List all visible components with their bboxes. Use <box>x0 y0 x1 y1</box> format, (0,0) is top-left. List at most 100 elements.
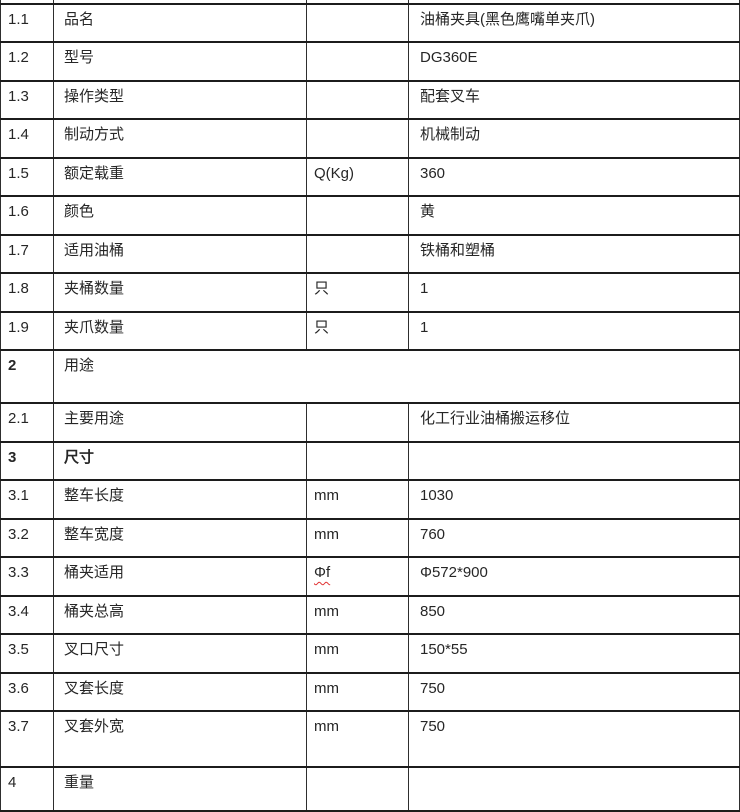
cell-item-label: 整车宽度 <box>53 517 307 558</box>
cell-row-number: 1.4 <box>0 118 54 159</box>
table-row: 1.7 适用油桶 铁桶和塑桶 <box>0 233 740 274</box>
table-row: 1.5 额定载重 Q(Kg) 360 <box>0 156 740 197</box>
cell-row-number: 3.4 <box>0 594 54 635</box>
cell-unit: 只 <box>306 272 409 313</box>
cell-value: 铁桶和塑桶 <box>408 233 740 274</box>
cell-row-number: 3.6 <box>0 671 54 712</box>
cell-row-number: 2 <box>0 349 54 404</box>
cell-item-label: 夹桶数量 <box>53 272 307 313</box>
cell-item-label: 桶夹总高 <box>53 594 307 635</box>
cell-item-label: 制动方式 <box>53 118 307 159</box>
cell-value: 机械制动 <box>408 118 740 159</box>
table-row: 1.1 品名 油桶夹具(黑色鹰嘴单夹爪) <box>0 2 740 43</box>
cell-unit: Q(Kg) <box>306 156 409 197</box>
table-row: 1.8 夹桶数量只 1 <box>0 272 740 313</box>
cell-value: 1 <box>408 272 740 313</box>
cell-item-label: 操作类型 <box>53 79 307 120</box>
table-row: 3.5 叉口尺寸 mm 150*55 <box>0 633 740 674</box>
cell-unit: mm <box>306 594 409 635</box>
cell-row-number: 3.5 <box>0 633 54 674</box>
cell-unit: mm <box>306 710 409 768</box>
table-row: 3.2 整车宽度 mm 760 <box>0 517 740 558</box>
table-row: 3.3 桶夹适用 Φf Φ572*900 <box>0 556 740 597</box>
table-row: 1.9 夹爪数量只 1 <box>0 310 740 351</box>
table-row: 3.7 叉套外宽 mm 750 <box>0 710 740 768</box>
cell-item-label: 品名 <box>53 2 307 43</box>
table-row: 1.4 制动方式 机械制动 <box>0 118 740 159</box>
table-row: 3 尺寸 <box>0 440 740 481</box>
cell-unit: 只 <box>306 310 409 351</box>
cell-row-number: 1.9 <box>0 310 54 351</box>
cell-item-label: 尺寸 <box>53 440 307 481</box>
cell-item-label: 用途 <box>53 349 740 404</box>
cell-item-label: 整车长度 <box>53 479 307 520</box>
cell-item-label: 主要用途 <box>53 402 307 443</box>
cell-value: 150*55 <box>408 633 740 674</box>
cell-value: 850 <box>408 594 740 635</box>
cell-row-number: 3 <box>0 440 54 481</box>
cell-row-number: 3.2 <box>0 517 54 558</box>
cell-value: 750 <box>408 710 740 768</box>
table-row: 1.2 型号 DG360E <box>0 41 740 82</box>
cell-value: 760 <box>408 517 740 558</box>
cell-value: Φ572*900 <box>408 556 740 597</box>
cell-item-label: 桶夹适用 <box>53 556 307 597</box>
cell-unit <box>306 440 409 481</box>
table-row: 1.3 操作类型 配套叉车 <box>0 79 740 120</box>
table-row: 3.1 整车长度 mm 1030 <box>0 479 740 520</box>
cell-value: 360 <box>408 156 740 197</box>
cell-value: 1030 <box>408 479 740 520</box>
table-row: 2.1 主要用途 化工行业油桶搬运移位 <box>0 402 740 443</box>
cell-row-number: 3.1 <box>0 479 54 520</box>
cell-row-number: 3.7 <box>0 710 54 768</box>
table-row: 3.6 叉套长度 mm 750 <box>0 671 740 712</box>
cell-unit: Φf <box>306 556 409 597</box>
cell-value <box>408 766 740 812</box>
cell-item-label: 叉口尺寸 <box>53 633 307 674</box>
cell-unit: mm <box>306 671 409 712</box>
cell-unit <box>306 2 409 43</box>
cell-item-label: 叉套外宽 <box>53 710 307 768</box>
cell-value: 配套叉车 <box>408 79 740 120</box>
cell-value <box>408 440 740 481</box>
cell-value: 750 <box>408 671 740 712</box>
cell-row-number: 1.8 <box>0 272 54 313</box>
cell-unit <box>306 195 409 236</box>
table-row: 2 用途 <box>0 349 740 404</box>
cell-row-number: 3.3 <box>0 556 54 597</box>
cell-row-number: 1.3 <box>0 79 54 120</box>
cell-unit <box>306 79 409 120</box>
cell-item-label: 叉套长度 <box>53 671 307 712</box>
cell-row-number: 1.5 <box>0 156 54 197</box>
cell-value <box>408 0 740 5</box>
cell-value: 油桶夹具(黑色鹰嘴单夹爪) <box>408 2 740 43</box>
cell-unit: mm <box>306 633 409 674</box>
cell-row-number: 1.6 <box>0 195 54 236</box>
cell-value: DG360E <box>408 41 740 82</box>
cell-item-label: 重量 <box>53 766 307 812</box>
table-row: 1.6 颜色 黄 <box>0 195 740 236</box>
cell-row-number: 2.1 <box>0 402 54 443</box>
cell-unit <box>306 41 409 82</box>
cell-value: 1 <box>408 310 740 351</box>
cell-unit <box>306 233 409 274</box>
cell-value: 黄 <box>408 195 740 236</box>
cell-item-label: 夹爪数量 <box>53 310 307 351</box>
cell-row-number: 1.1 <box>0 2 54 43</box>
cell-unit <box>306 766 409 812</box>
cropped-next-row: 4 重量 <box>0 766 740 812</box>
cell-value: 化工行业油桶搬运移位 <box>408 402 740 443</box>
table-row: 3.4 桶夹总高 mm 850 <box>0 594 740 635</box>
cell-row-number: 1.7 <box>0 233 54 274</box>
cell-item-label: 额定载重 <box>53 156 307 197</box>
cell-unit <box>306 402 409 443</box>
cell-item-label: 型号 <box>53 41 307 82</box>
cell-item-label: 颜色 <box>53 195 307 236</box>
cell-unit: mm <box>306 517 409 558</box>
cell-unit: mm <box>306 479 409 520</box>
cell-item-label: 适用油桶 <box>53 233 307 274</box>
cell-unit <box>306 118 409 159</box>
